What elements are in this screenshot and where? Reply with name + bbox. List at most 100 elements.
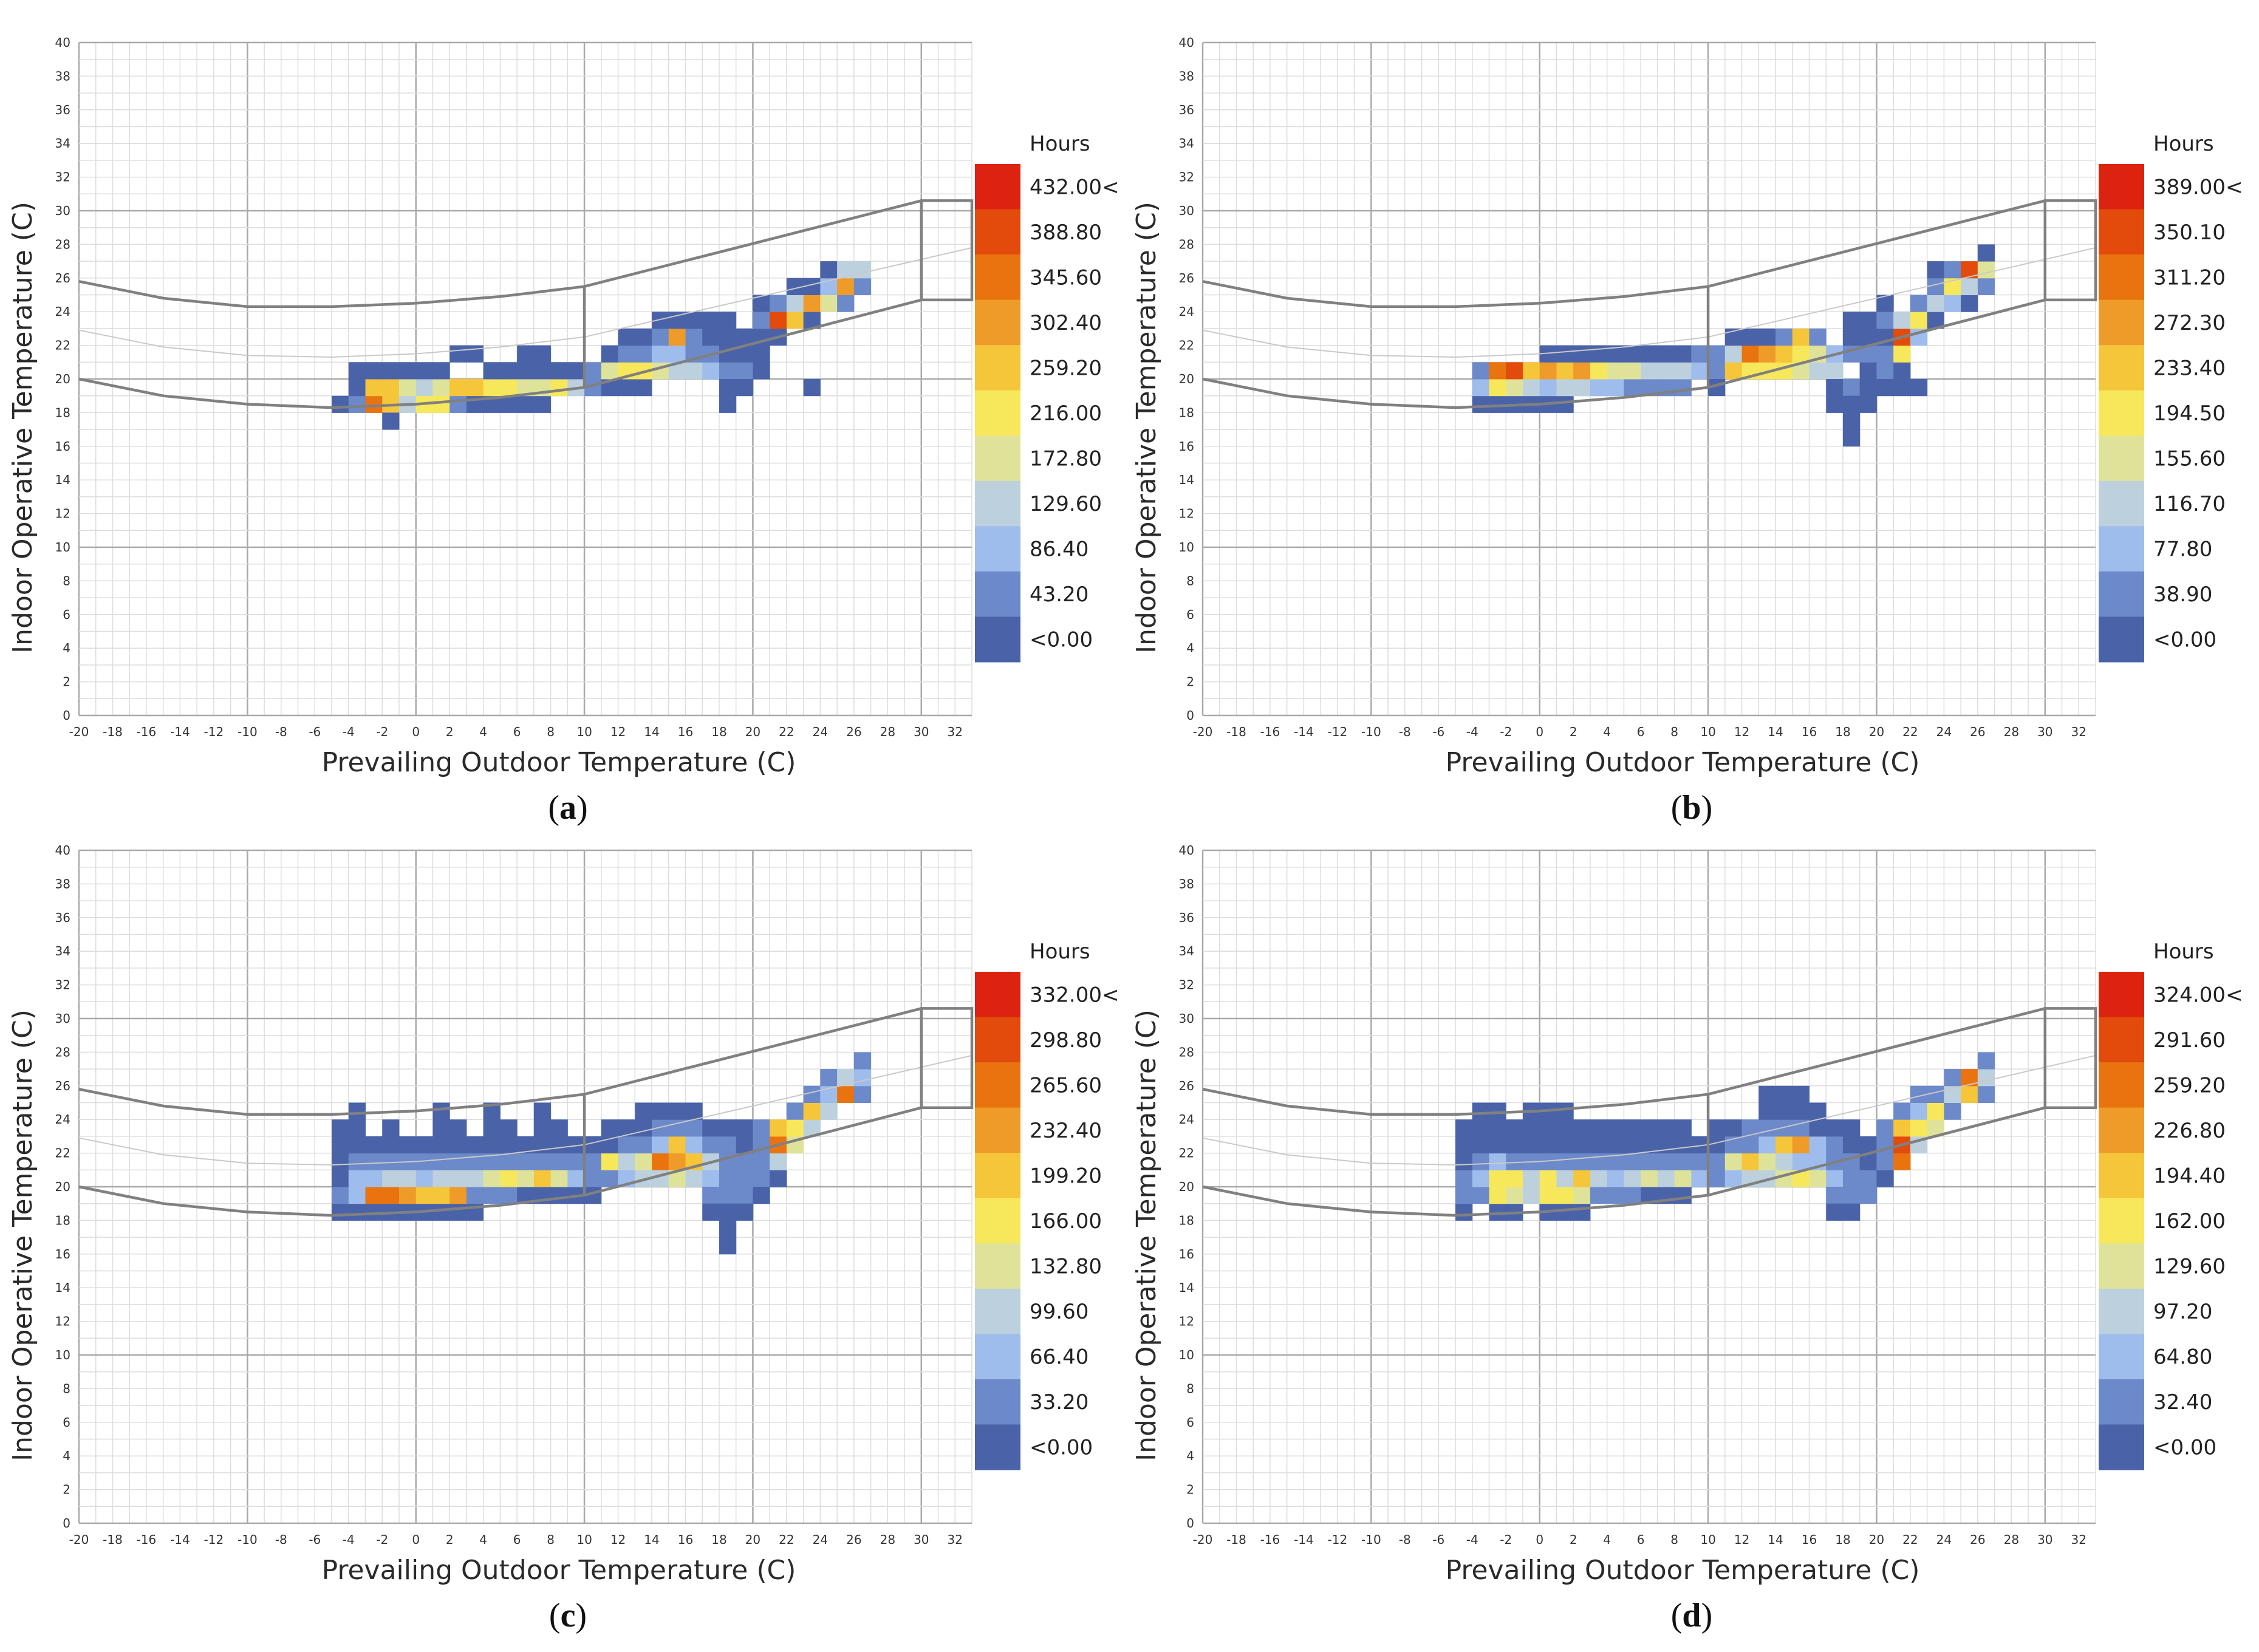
y-tick-label: 14 <box>1179 473 1194 487</box>
heat-cell <box>702 328 720 346</box>
heat-cell <box>685 1170 703 1187</box>
legend-label: 194.50 <box>2153 401 2226 426</box>
y-tick-label: 12 <box>1179 507 1194 521</box>
heat-cell <box>1944 261 1961 279</box>
heat-cell <box>601 345 619 363</box>
heat-cell <box>466 1136 484 1154</box>
legend-label: 432.00< <box>1030 175 1119 199</box>
legend-label: 162.00 <box>2153 1209 2226 1234</box>
heat-cell <box>382 1153 400 1170</box>
heat-cell <box>1489 1119 1506 1137</box>
heat-cell <box>348 1119 366 1137</box>
y-tick-label: 36 <box>1179 910 1194 925</box>
x-tick-label: 6 <box>1637 725 1645 739</box>
y-tick-label: 36 <box>1179 103 1194 117</box>
x-tick-label: 14 <box>644 1532 659 1547</box>
heat-cell <box>1691 1170 1709 1187</box>
y-tick-label: 0 <box>1186 1516 1194 1531</box>
heat-cell <box>1472 362 1490 380</box>
heat-cell <box>803 278 821 295</box>
heat-cell <box>786 1102 804 1120</box>
heat-cell <box>483 362 501 380</box>
heat-cell <box>853 1085 872 1103</box>
heat-cell <box>517 395 535 413</box>
heat-cell <box>1624 379 1641 397</box>
heat-cell <box>449 379 467 397</box>
y-tick-label: 0 <box>1186 708 1194 723</box>
legend-label: 311.20 <box>2153 265 2226 290</box>
x-tick-label: -14 <box>170 725 190 739</box>
heat-cell <box>1876 312 1894 329</box>
legend: Hours 324.00< 291.60 259.20 226.80 194.40 162.… <box>2099 940 2243 1470</box>
heat-cell <box>332 1170 349 1187</box>
legend-label: 345.60 <box>1030 265 1102 290</box>
heat-cell <box>1927 1085 1944 1103</box>
heat-cell <box>1859 379 1877 397</box>
heat-cell <box>1556 1170 1574 1187</box>
y-tick-label: 4 <box>63 641 70 655</box>
y-tick-label: 26 <box>55 271 70 285</box>
heat-cell <box>483 1136 501 1154</box>
heat-cell <box>1859 1136 1877 1154</box>
heat-cells <box>332 1052 872 1255</box>
heat-cell <box>550 362 568 380</box>
heat-cell <box>517 1153 535 1170</box>
x-tick-label: -2 <box>376 1532 388 1547</box>
heat-cell <box>1472 1102 1490 1120</box>
heat-cell <box>1961 295 1978 312</box>
heat-cell <box>1977 261 1995 279</box>
legend-swatch <box>2099 1424 2144 1470</box>
heat-cell <box>466 379 484 397</box>
heat-cell <box>1455 1136 1473 1154</box>
heat-cell <box>803 295 821 312</box>
y-tick-label: 26 <box>55 1079 70 1093</box>
heat-cell <box>770 312 787 329</box>
x-axis-title: Prevailing Outdoor Temperature (C) <box>1446 1555 1920 1586</box>
heat-cell <box>449 1153 467 1170</box>
heat-cell <box>398 1170 417 1187</box>
heat-cell <box>1556 1187 1574 1204</box>
heat-cell <box>533 1170 552 1187</box>
heat-cell <box>1859 362 1877 380</box>
heat-cell <box>1876 1119 1894 1137</box>
heat-cell <box>1809 328 1827 346</box>
heat-cell <box>415 379 433 397</box>
x-tick-label: 14 <box>1768 1532 1783 1547</box>
y-tick-label: 34 <box>1179 136 1194 151</box>
y-tick-label: 6 <box>63 607 70 622</box>
heat-cell <box>1590 1170 1608 1187</box>
y-tick-label: 8 <box>1186 573 1194 588</box>
x-tick-label: 12 <box>1734 725 1749 739</box>
heat-cell <box>415 1136 433 1154</box>
heat-cell <box>1876 362 1894 380</box>
heat-cell <box>1674 1136 1692 1154</box>
heat-cell <box>348 1170 366 1187</box>
heat-cell <box>736 1170 753 1187</box>
heat-cell <box>1910 1119 1928 1137</box>
heat-cell <box>432 362 450 380</box>
heat-cell <box>1506 379 1523 397</box>
heat-cell <box>618 328 635 346</box>
heat-cell <box>1893 1102 1911 1120</box>
heat-cell <box>1573 362 1591 380</box>
legend-title: Hours <box>1030 940 1090 964</box>
heat-cell <box>1977 1085 1995 1103</box>
x-tick-label: 28 <box>880 725 895 739</box>
heat-cell <box>466 1153 484 1170</box>
heat-cell <box>1674 1187 1692 1204</box>
y-tick-label: 10 <box>1179 540 1194 555</box>
heat-cell <box>382 1170 400 1187</box>
heat-cell <box>365 1187 383 1204</box>
x-tick-label: 2 <box>1570 1532 1577 1547</box>
heat-cell <box>1590 1153 1608 1170</box>
legend-label: 265.60 <box>1030 1073 1102 1097</box>
x-tick-label: -2 <box>1500 725 1512 739</box>
heat-cell <box>1775 345 1793 363</box>
heat-cell <box>853 278 872 295</box>
legend-label: 66.40 <box>1030 1345 1088 1370</box>
heat-cell <box>1506 362 1523 380</box>
heat-cell <box>635 1119 652 1137</box>
legend-swatch <box>975 1379 1020 1425</box>
heat-cell <box>348 1187 366 1204</box>
comfort-lower-bound <box>78 1106 922 1217</box>
